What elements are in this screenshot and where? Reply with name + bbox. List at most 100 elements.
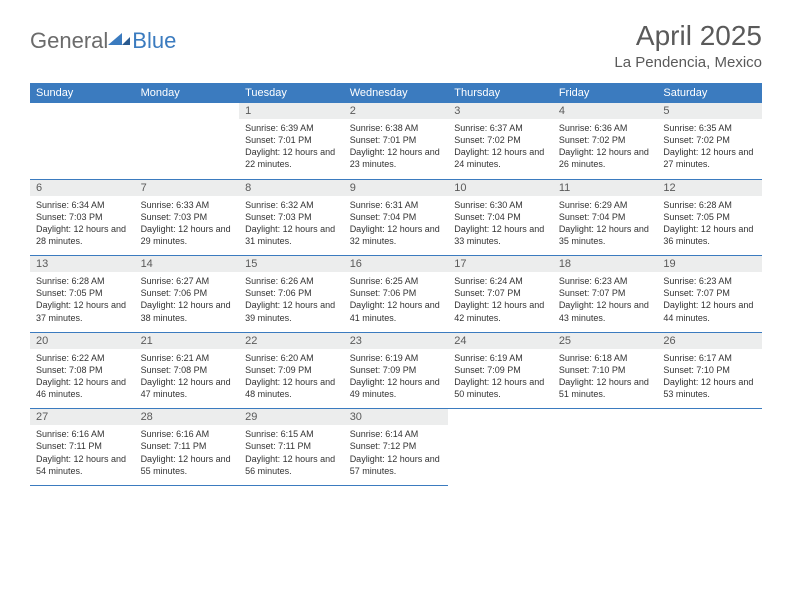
calendar-body: 1Sunrise: 6:39 AMSunset: 7:01 PMDaylight… bbox=[30, 103, 762, 485]
day-number: 16 bbox=[344, 256, 449, 272]
day-number: 5 bbox=[657, 103, 762, 119]
day-number: 11 bbox=[553, 180, 658, 196]
day-body: Sunrise: 6:15 AMSunset: 7:11 PMDaylight:… bbox=[239, 425, 344, 485]
day-body: Sunrise: 6:25 AMSunset: 7:06 PMDaylight:… bbox=[344, 272, 449, 332]
calendar-week-row: 1Sunrise: 6:39 AMSunset: 7:01 PMDaylight… bbox=[30, 103, 762, 179]
logo-text-2: Blue bbox=[132, 28, 176, 54]
day-number: 2 bbox=[344, 103, 449, 119]
day-body: Sunrise: 6:16 AMSunset: 7:11 PMDaylight:… bbox=[135, 425, 240, 485]
day-body: Sunrise: 6:20 AMSunset: 7:09 PMDaylight:… bbox=[239, 349, 344, 409]
calendar-empty-cell bbox=[657, 409, 762, 486]
weekday-header: Tuesday bbox=[239, 83, 344, 103]
day-body: Sunrise: 6:28 AMSunset: 7:05 PMDaylight:… bbox=[657, 196, 762, 256]
weekday-header: Saturday bbox=[657, 83, 762, 103]
calendar-day-cell: 16Sunrise: 6:25 AMSunset: 7:06 PMDayligh… bbox=[344, 256, 449, 333]
day-number: 7 bbox=[135, 180, 240, 196]
day-body: Sunrise: 6:32 AMSunset: 7:03 PMDaylight:… bbox=[239, 196, 344, 256]
calendar-day-cell: 6Sunrise: 6:34 AMSunset: 7:03 PMDaylight… bbox=[30, 179, 135, 256]
calendar-empty-cell bbox=[553, 409, 658, 486]
calendar-empty-cell bbox=[30, 103, 135, 179]
weekday-header: Wednesday bbox=[344, 83, 449, 103]
calendar-table: SundayMondayTuesdayWednesdayThursdayFrid… bbox=[30, 83, 762, 486]
day-number: 19 bbox=[657, 256, 762, 272]
calendar-week-row: 13Sunrise: 6:28 AMSunset: 7:05 PMDayligh… bbox=[30, 256, 762, 333]
calendar-day-cell: 14Sunrise: 6:27 AMSunset: 7:06 PMDayligh… bbox=[135, 256, 240, 333]
calendar-day-cell: 24Sunrise: 6:19 AMSunset: 7:09 PMDayligh… bbox=[448, 332, 553, 409]
logo-text-1: General bbox=[30, 28, 108, 54]
day-number: 18 bbox=[553, 256, 658, 272]
day-body: Sunrise: 6:34 AMSunset: 7:03 PMDaylight:… bbox=[30, 196, 135, 256]
calendar-day-cell: 27Sunrise: 6:16 AMSunset: 7:11 PMDayligh… bbox=[30, 409, 135, 486]
day-number: 28 bbox=[135, 409, 240, 425]
day-number: 14 bbox=[135, 256, 240, 272]
logo: General Blue bbox=[30, 28, 176, 54]
weekday-header: Thursday bbox=[448, 83, 553, 103]
weekday-header: Monday bbox=[135, 83, 240, 103]
day-number: 13 bbox=[30, 256, 135, 272]
calendar-empty-cell bbox=[448, 409, 553, 486]
day-body: Sunrise: 6:31 AMSunset: 7:04 PMDaylight:… bbox=[344, 196, 449, 256]
calendar-day-cell: 28Sunrise: 6:16 AMSunset: 7:11 PMDayligh… bbox=[135, 409, 240, 486]
day-number: 24 bbox=[448, 333, 553, 349]
weekday-header-row: SundayMondayTuesdayWednesdayThursdayFrid… bbox=[30, 83, 762, 103]
day-number: 25 bbox=[553, 333, 658, 349]
day-number: 3 bbox=[448, 103, 553, 119]
day-body: Sunrise: 6:18 AMSunset: 7:10 PMDaylight:… bbox=[553, 349, 658, 409]
day-number: 30 bbox=[344, 409, 449, 425]
title-area: April 2025 La Pendencia, Mexico bbox=[614, 20, 762, 71]
calendar-day-cell: 12Sunrise: 6:28 AMSunset: 7:05 PMDayligh… bbox=[657, 179, 762, 256]
day-number: 4 bbox=[553, 103, 658, 119]
day-number: 17 bbox=[448, 256, 553, 272]
day-body: Sunrise: 6:36 AMSunset: 7:02 PMDaylight:… bbox=[553, 119, 658, 179]
day-body: Sunrise: 6:23 AMSunset: 7:07 PMDaylight:… bbox=[553, 272, 658, 332]
calendar-day-cell: 23Sunrise: 6:19 AMSunset: 7:09 PMDayligh… bbox=[344, 332, 449, 409]
calendar-day-cell: 13Sunrise: 6:28 AMSunset: 7:05 PMDayligh… bbox=[30, 256, 135, 333]
weekday-header: Friday bbox=[553, 83, 658, 103]
day-number: 12 bbox=[657, 180, 762, 196]
day-number: 26 bbox=[657, 333, 762, 349]
day-body: Sunrise: 6:19 AMSunset: 7:09 PMDaylight:… bbox=[448, 349, 553, 409]
calendar-day-cell: 19Sunrise: 6:23 AMSunset: 7:07 PMDayligh… bbox=[657, 256, 762, 333]
calendar-day-cell: 22Sunrise: 6:20 AMSunset: 7:09 PMDayligh… bbox=[239, 332, 344, 409]
day-number: 6 bbox=[30, 180, 135, 196]
calendar-day-cell: 15Sunrise: 6:26 AMSunset: 7:06 PMDayligh… bbox=[239, 256, 344, 333]
day-body: Sunrise: 6:14 AMSunset: 7:12 PMDaylight:… bbox=[344, 425, 449, 485]
day-body: Sunrise: 6:35 AMSunset: 7:02 PMDaylight:… bbox=[657, 119, 762, 179]
day-body: Sunrise: 6:17 AMSunset: 7:10 PMDaylight:… bbox=[657, 349, 762, 409]
calendar-day-cell: 3Sunrise: 6:37 AMSunset: 7:02 PMDaylight… bbox=[448, 103, 553, 179]
day-number: 23 bbox=[344, 333, 449, 349]
day-body: Sunrise: 6:39 AMSunset: 7:01 PMDaylight:… bbox=[239, 119, 344, 179]
calendar-day-cell: 30Sunrise: 6:14 AMSunset: 7:12 PMDayligh… bbox=[344, 409, 449, 486]
calendar-day-cell: 8Sunrise: 6:32 AMSunset: 7:03 PMDaylight… bbox=[239, 179, 344, 256]
calendar-day-cell: 1Sunrise: 6:39 AMSunset: 7:01 PMDaylight… bbox=[239, 103, 344, 179]
calendar-day-cell: 26Sunrise: 6:17 AMSunset: 7:10 PMDayligh… bbox=[657, 332, 762, 409]
header: General Blue April 2025 La Pendencia, Me… bbox=[30, 20, 762, 71]
calendar-week-row: 6Sunrise: 6:34 AMSunset: 7:03 PMDaylight… bbox=[30, 179, 762, 256]
day-body: Sunrise: 6:26 AMSunset: 7:06 PMDaylight:… bbox=[239, 272, 344, 332]
calendar-empty-cell bbox=[135, 103, 240, 179]
day-body: Sunrise: 6:27 AMSunset: 7:06 PMDaylight:… bbox=[135, 272, 240, 332]
day-number: 8 bbox=[239, 180, 344, 196]
calendar-day-cell: 25Sunrise: 6:18 AMSunset: 7:10 PMDayligh… bbox=[553, 332, 658, 409]
calendar-day-cell: 4Sunrise: 6:36 AMSunset: 7:02 PMDaylight… bbox=[553, 103, 658, 179]
calendar-day-cell: 7Sunrise: 6:33 AMSunset: 7:03 PMDaylight… bbox=[135, 179, 240, 256]
weekday-header: Sunday bbox=[30, 83, 135, 103]
day-body: Sunrise: 6:24 AMSunset: 7:07 PMDaylight:… bbox=[448, 272, 553, 332]
calendar-day-cell: 20Sunrise: 6:22 AMSunset: 7:08 PMDayligh… bbox=[30, 332, 135, 409]
calendar-day-cell: 18Sunrise: 6:23 AMSunset: 7:07 PMDayligh… bbox=[553, 256, 658, 333]
day-number: 22 bbox=[239, 333, 344, 349]
day-body: Sunrise: 6:28 AMSunset: 7:05 PMDaylight:… bbox=[30, 272, 135, 332]
day-number: 21 bbox=[135, 333, 240, 349]
calendar-day-cell: 10Sunrise: 6:30 AMSunset: 7:04 PMDayligh… bbox=[448, 179, 553, 256]
logo-triangle-icon bbox=[108, 29, 130, 45]
day-body: Sunrise: 6:29 AMSunset: 7:04 PMDaylight:… bbox=[553, 196, 658, 256]
day-number: 9 bbox=[344, 180, 449, 196]
day-number: 20 bbox=[30, 333, 135, 349]
calendar-day-cell: 21Sunrise: 6:21 AMSunset: 7:08 PMDayligh… bbox=[135, 332, 240, 409]
calendar-day-cell: 17Sunrise: 6:24 AMSunset: 7:07 PMDayligh… bbox=[448, 256, 553, 333]
day-number: 15 bbox=[239, 256, 344, 272]
day-body: Sunrise: 6:30 AMSunset: 7:04 PMDaylight:… bbox=[448, 196, 553, 256]
calendar-day-cell: 9Sunrise: 6:31 AMSunset: 7:04 PMDaylight… bbox=[344, 179, 449, 256]
day-body: Sunrise: 6:37 AMSunset: 7:02 PMDaylight:… bbox=[448, 119, 553, 179]
day-number: 10 bbox=[448, 180, 553, 196]
